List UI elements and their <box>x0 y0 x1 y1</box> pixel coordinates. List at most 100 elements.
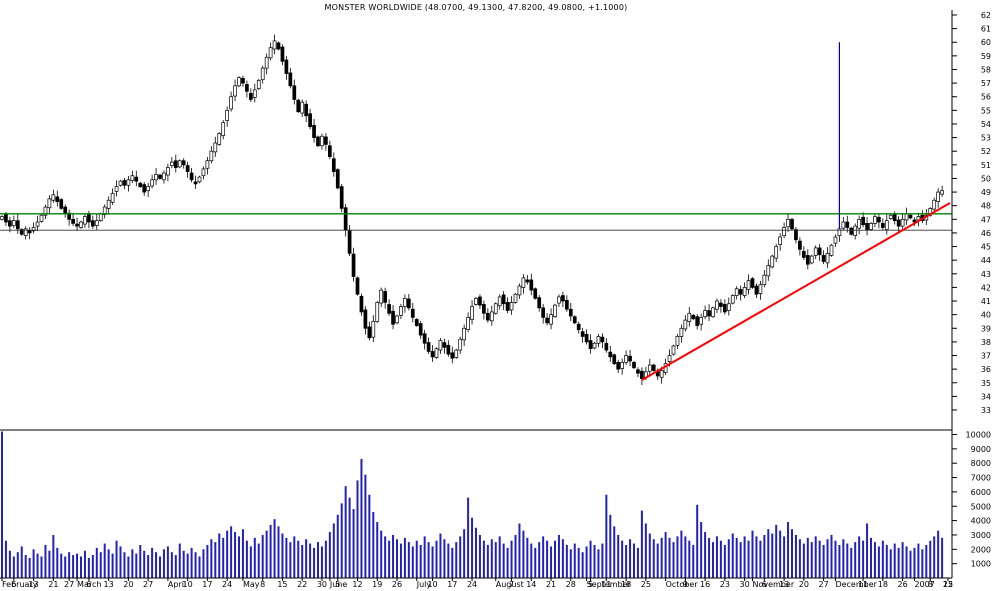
volume-bar <box>289 542 292 578</box>
day-tick-label: 7 <box>509 580 514 589</box>
volume-bar <box>929 540 932 578</box>
volume-bar <box>396 539 398 578</box>
candle-body <box>722 304 727 313</box>
volume-bar <box>277 526 280 578</box>
volume-bar <box>482 540 485 578</box>
volume-bar <box>498 536 501 578</box>
volume-bar <box>336 514 339 578</box>
price-tick-label: 56 <box>981 93 991 102</box>
candle-body <box>79 221 83 228</box>
day-tick-label: 22 <box>297 580 307 589</box>
candle-body <box>15 220 20 230</box>
volume-bar <box>727 539 730 578</box>
price-tick-label: 39 <box>981 324 991 333</box>
candle-body <box>466 317 470 330</box>
candle-body <box>106 199 111 209</box>
candle-body <box>817 247 822 256</box>
candle-body <box>679 327 684 337</box>
day-tick-label: 13 <box>29 580 39 589</box>
uptrend-line <box>641 202 951 381</box>
candle-body <box>912 219 917 223</box>
volume-bar <box>704 532 707 578</box>
price-tick-label: 46 <box>981 229 991 238</box>
candle-body <box>651 364 656 371</box>
candle-body <box>434 348 439 358</box>
day-tick-label: 24 <box>222 580 232 589</box>
day-tick-label: 14 <box>526 580 536 589</box>
volume-bar <box>471 517 474 578</box>
volume-bar <box>162 549 165 578</box>
candle-body <box>118 180 123 186</box>
day-tick-label: 5 <box>335 580 340 589</box>
candle-body <box>861 216 865 226</box>
candle-body <box>387 304 391 314</box>
volume-bar <box>885 544 888 578</box>
candle-body <box>23 228 28 237</box>
day-tick-label: 20 <box>123 580 133 589</box>
candle-body <box>545 317 549 324</box>
volume-bar <box>356 480 359 578</box>
candle-body <box>683 319 688 330</box>
candle-body <box>170 161 174 166</box>
candle-body <box>896 219 901 227</box>
candle-body <box>177 160 182 168</box>
candle-body <box>87 214 91 223</box>
candle-body <box>27 230 32 234</box>
volume-bar <box>214 542 217 578</box>
candle-body <box>71 218 75 224</box>
volume-bar <box>688 540 691 578</box>
day-tick-label: 21 <box>546 580 556 589</box>
price-tick-label: 61 <box>981 25 991 34</box>
price-tick-label: 35 <box>981 379 991 388</box>
candle-body <box>410 308 415 318</box>
volume-bar <box>443 539 446 578</box>
day-tick-label: 13 <box>104 580 114 589</box>
volume-bar <box>427 542 430 578</box>
volume-bar <box>877 546 880 578</box>
candle-body <box>213 142 218 153</box>
candle-body <box>414 319 419 326</box>
candle-body <box>798 240 802 250</box>
volume-bar <box>281 533 284 578</box>
candle-body <box>418 323 423 336</box>
candle-body <box>272 40 277 50</box>
volume-bar <box>127 556 130 578</box>
day-tick-label: 21 <box>48 580 58 589</box>
volume-bar <box>700 522 703 578</box>
candle-body <box>375 302 380 322</box>
candle-body <box>541 307 546 318</box>
price-tick-label: 45 <box>981 243 991 252</box>
candle-body <box>83 216 87 225</box>
candle-body <box>821 255 826 262</box>
volume-bar <box>44 544 47 578</box>
volume-bar <box>87 557 90 578</box>
candle-body <box>0 216 4 220</box>
candle-body <box>426 342 431 352</box>
volume-bar <box>629 539 632 578</box>
volume-bar <box>261 534 264 578</box>
volume-bar <box>245 540 248 578</box>
volume-bar <box>664 532 667 578</box>
candle-body <box>233 85 237 97</box>
volume-bar <box>320 546 323 578</box>
candle-body <box>794 229 798 241</box>
candle-body <box>130 175 135 181</box>
candle-body <box>592 342 597 349</box>
volume-bar <box>388 540 391 578</box>
candle-body <box>801 250 806 258</box>
volume-bar <box>554 540 556 578</box>
candle-body <box>687 312 692 322</box>
volume-bar <box>83 550 86 578</box>
volume-bar <box>423 536 426 578</box>
volume-bar <box>601 543 604 578</box>
price-tick-label: 54 <box>981 120 991 129</box>
day-tick-label: 10 <box>427 580 437 589</box>
candle-body <box>209 150 214 162</box>
volume-bar <box>210 539 213 578</box>
volume-bar <box>648 533 651 578</box>
day-tick-label: 24 <box>467 580 477 589</box>
volume-bar <box>854 542 857 578</box>
candle-body <box>600 336 605 343</box>
volume-bar <box>759 540 762 578</box>
volume-bar <box>431 546 434 578</box>
